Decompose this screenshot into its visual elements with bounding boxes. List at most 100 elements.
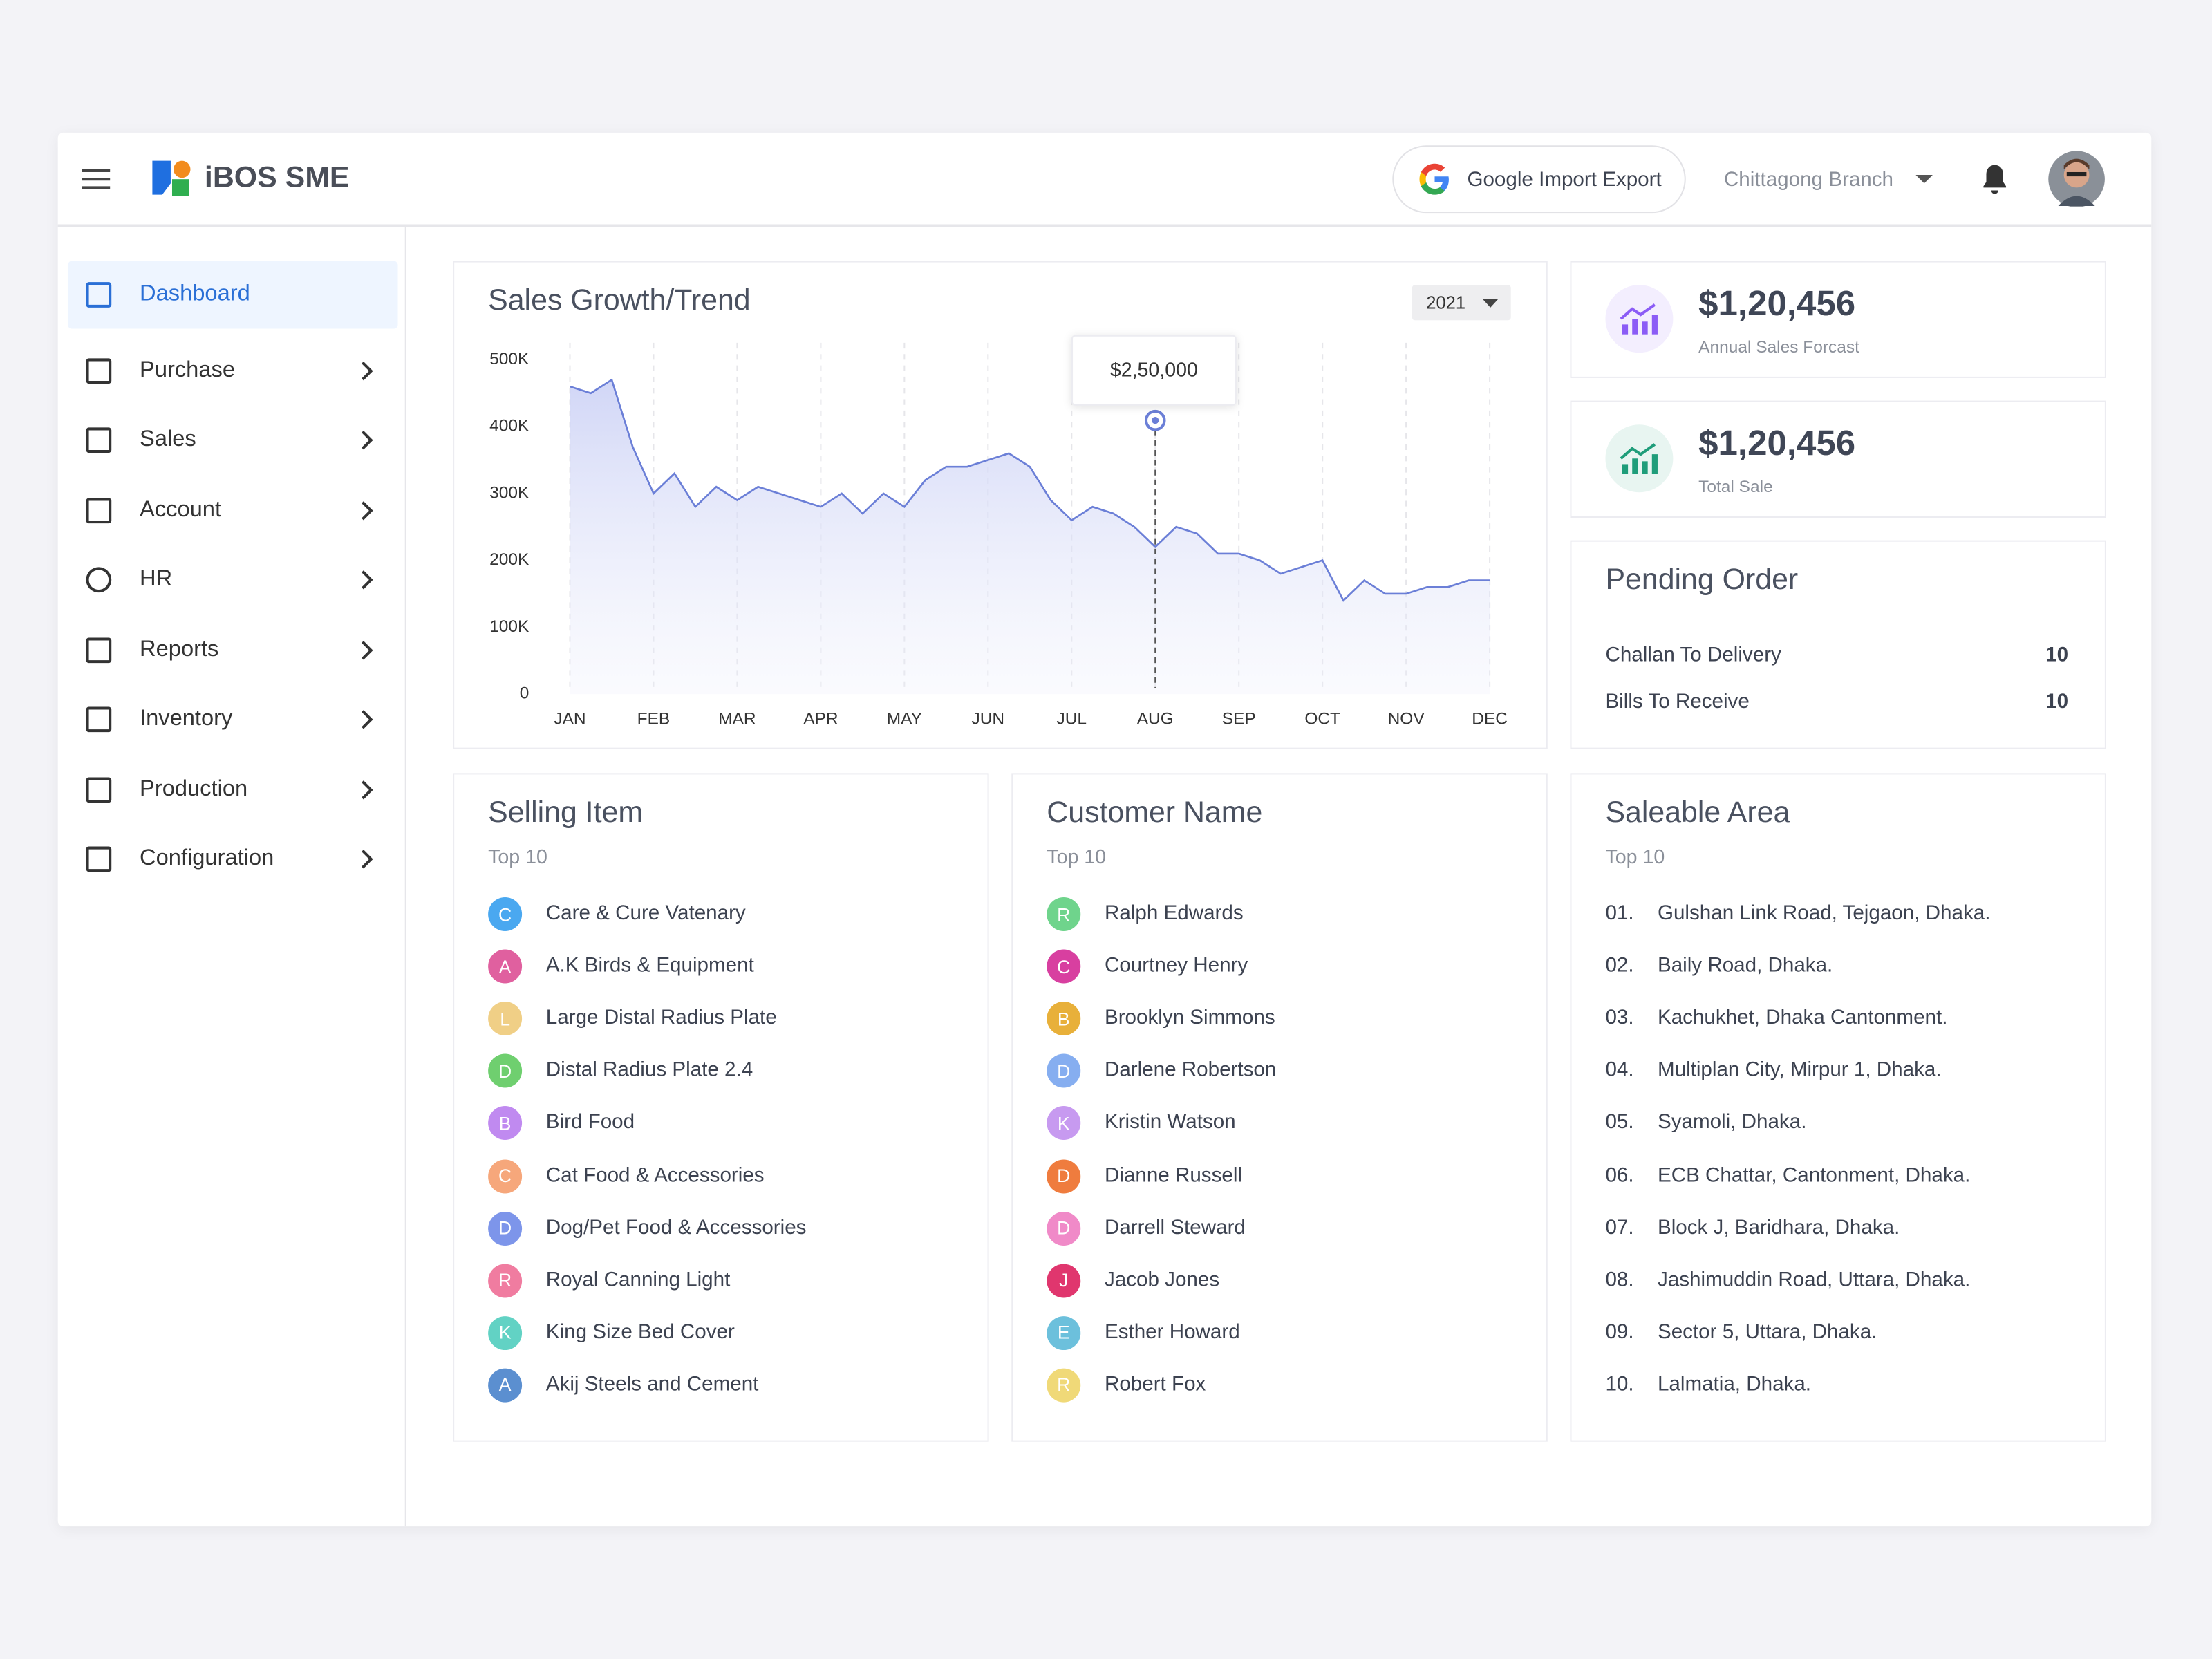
list-item: Ralph Edwards [1104,902,1244,926]
list-item: Darlene Robertson [1104,1059,1277,1082]
menu-icon[interactable] [82,167,113,192]
nav-item[interactable]: Sales [140,427,196,452]
x-tick-label: JUN [972,709,1005,728]
list-item: Akij Steels and Cement [545,1374,759,1396]
stat-card [1570,400,2106,518]
stat-card [1570,261,2106,378]
list-title: Saleable Area [1605,796,1790,829]
stat-icon [1620,303,1658,335]
area-number: 04. [1605,1059,1634,1082]
area-name: Lalmatia, Dhaka. [1657,1374,1812,1396]
nav-icon [86,282,112,308]
avatar-initial: B [488,1106,523,1141]
list-subtitle: Top 10 [1047,845,1107,868]
list-item: Brooklyn Simmons [1104,1007,1275,1030]
avatar-initial: C [488,897,523,931]
x-tick-label: DEC [1472,709,1508,728]
y-tick-label: 200K [489,550,529,569]
logo [152,160,191,196]
chart-title: Sales Growth/Trend [488,284,751,317]
y-tick-label: 0 [520,684,529,703]
avatar-initial: D [488,1054,523,1089]
list-item: Dianne Russell [1104,1164,1243,1187]
sidebar-border [404,227,406,1527]
list-item: Distal Radius Plate 2.4 [545,1059,753,1082]
chevron [362,501,373,521]
tooltip-label: $2,50,000 [1110,359,1198,381]
chevron [362,641,373,660]
selling-card [453,773,989,1442]
list-subtitle: Top 10 [488,845,547,868]
area-number: 09. [1605,1321,1634,1344]
y-tick-label: 400K [489,417,529,435]
nav-item[interactable]: HR [140,567,173,592]
chevron [362,431,373,450]
nav-item[interactable]: Inventory [140,706,233,731]
chevron [362,710,373,729]
area-card [1570,773,2106,1442]
google-label: Google Import Export [1467,169,1662,192]
line [570,378,1490,602]
bell-icon[interactable] [1980,164,2009,195]
area-name: Gulshan Link Road, Tejgaon, Dhaka. [1657,902,1991,926]
area-name: Syamoli, Dhaka. [1657,1112,1807,1135]
nav-icon [86,427,112,453]
stat-icon-bg [1605,424,1674,493]
google-button[interactable] [1392,145,1686,214]
nav-icon [86,637,112,664]
pending-card [1570,540,2106,749]
header-border [57,224,2152,227]
nav-icon [86,846,112,872]
avatar-initial: D [1047,1159,1081,1193]
stat-icon [1620,443,1658,474]
area-number: 01. [1605,902,1634,926]
list-item: Royal Canning Light [545,1268,731,1292]
caret [1482,299,1499,308]
area-number: 02. [1605,955,1634,977]
area-number: 06. [1605,1164,1634,1187]
avatar-initial: B [1047,1002,1081,1036]
x-tick-label: JAN [554,709,585,728]
avatar-initial: R [1047,897,1081,931]
pending-value: 10 [2045,691,2069,714]
x-tick-label: MAY [887,709,922,728]
nav-item[interactable]: Dashboard [140,282,250,306]
nav-item[interactable]: Purchase [140,358,235,383]
tooltip-marker-dot [1152,417,1159,424]
nav-item[interactable]: Reports [140,637,219,662]
x-tick-label: OCT [1304,709,1340,728]
x-tick-label: SEP [1222,709,1256,728]
area-name: Sector 5, Uttara, Dhaka. [1657,1321,1877,1344]
list-title: Selling Item [488,796,644,829]
caret [1915,175,1933,184]
nav-item[interactable]: Account [140,498,222,523]
stat-label: Total Sale [1698,476,1773,497]
stat-value: $1,20,456 [1698,284,1856,324]
branch-select[interactable]: Chittagong Branch [1723,169,1893,192]
avatar-initial: A [488,949,523,984]
pending-label: Bills To Receive [1605,691,1750,714]
area-number: 03. [1605,1007,1634,1030]
avatar-initial: D [1047,1054,1081,1089]
nav-icon [86,706,112,733]
area-name: Multiplan City, Mirpur 1, Dhaka. [1657,1059,1942,1082]
avatar[interactable] [2047,149,2106,209]
google-icon [1419,163,1449,195]
avatar-initial: D [1047,1211,1081,1246]
pending-value: 10 [2045,644,2069,667]
list-item: Large Distal Radius Plate [545,1007,777,1030]
area-number: 05. [1605,1112,1634,1135]
year-label: 2021 [1426,292,1466,313]
nav-item[interactable]: Configuration [140,846,274,871]
list-item: King Size Bed Cover [545,1321,735,1344]
avatar-initial: L [488,1002,523,1036]
nav-icon [86,567,112,593]
area-name: ECB Chattar, Cantonment, Dhaka. [1657,1164,1971,1187]
nav-item[interactable]: Production [140,777,248,802]
area-name: Kachukhet, Dhaka Cantonment. [1657,1007,1948,1030]
chevron [362,570,373,590]
list-item: Esther Howard [1104,1321,1240,1344]
